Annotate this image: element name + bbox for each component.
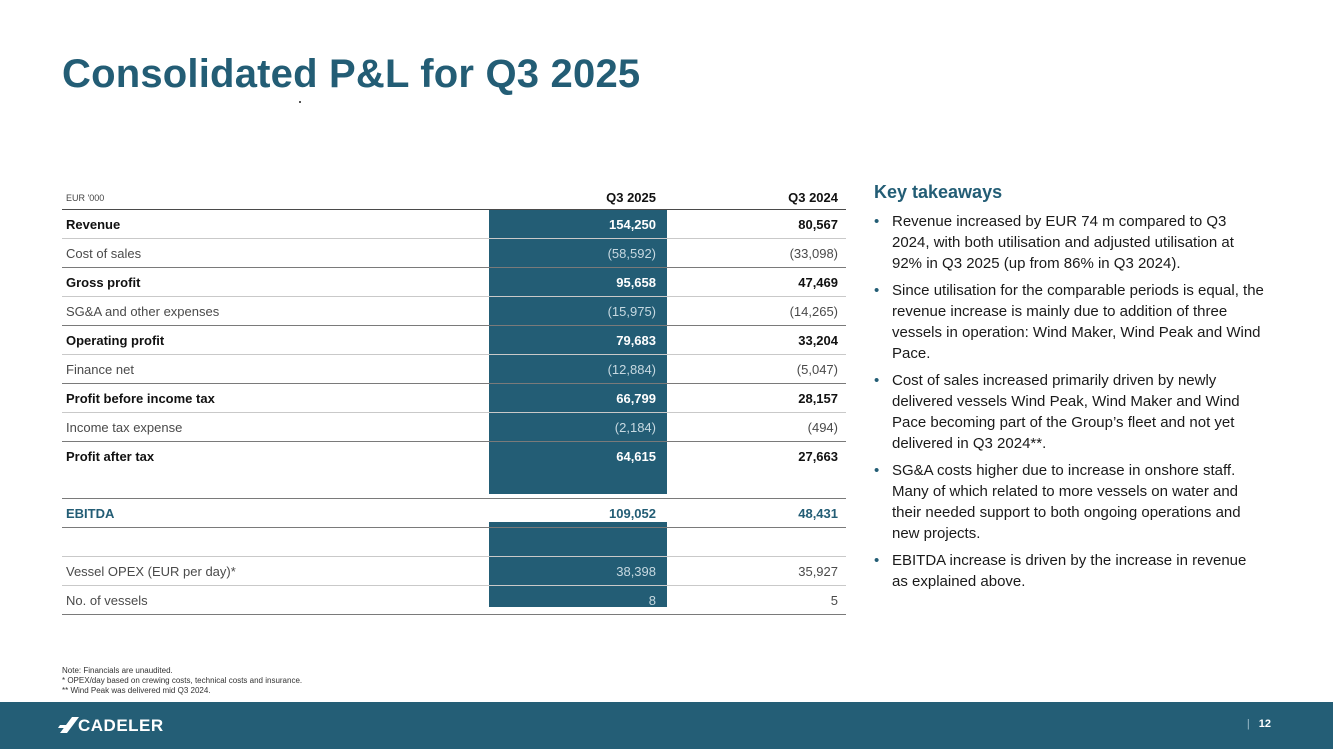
unit-label: EUR '000 [66,193,105,203]
footnotes: Note: Financials are unaudited. * OPEX/d… [62,666,302,696]
bullet-icon: • [874,213,880,230]
footer-bar: CADELER | 12 [0,702,1333,749]
page-separator: | [1246,718,1250,730]
list-item: • Cost of sales increased primarily drive… [874,372,1240,452]
value-q3-2024: 5 [830,593,838,608]
page-number: 12 [1258,718,1271,730]
q3-2025-column-shading-lower [489,522,667,607]
pl-table: EUR '000 Q3 2025 Q3 2024 Revenue 154,250… [62,180,846,615]
value-q3-2024: 27,663 [798,449,838,464]
row-label: Vessel OPEX (EUR per day)* [66,564,236,579]
value-q3-2025: (15,975) [607,304,656,319]
table-row-revenue: Revenue 154,250 80,567 [62,210,846,239]
value-q3-2025: 38,398 [616,564,656,579]
table-row-profit-before-tax: Profit before income tax 66,799 28,157 [62,384,846,413]
value-q3-2024: 80,567 [798,217,838,232]
row-label: EBITDA [66,506,115,521]
value-q3-2024: 47,469 [798,275,838,290]
table-row-income-tax: Income tax expense (2,184) (494) [62,413,846,442]
value-q3-2025: 79,683 [616,333,656,348]
row-label: Income tax expense [66,420,183,435]
logo-text: CADELER [78,716,164,735]
q3-2025-column-shading [489,210,667,494]
row-label: Finance net [66,362,134,377]
footnote: Note: Financials are unaudited. [62,666,173,675]
stray-dot [299,101,301,103]
value-q3-2025: 154,250 [609,217,656,232]
row-label: Profit before income tax [66,391,215,406]
list-item: • SG&A costs higher due to increase in on… [874,462,1241,542]
table-row-profit-after-tax: Profit after tax 64,615 27,663 [62,442,846,499]
row-label: Profit after tax [66,449,155,464]
table-row-sga: SG&A and other expenses (15,975) (14,265… [62,297,846,326]
page-indicator: | 12 [1247,718,1271,730]
value-q3-2024: 28,157 [798,391,838,406]
row-label: No. of vessels [66,593,148,608]
value-q3-2025: (12,884) [607,362,656,377]
logo-mark-icon [58,717,79,733]
column-header-q3-2024: Q3 2024 [788,190,838,205]
takeaways-list: • Revenue increased by EUR 74 m compared … [874,211,1264,592]
value-q3-2024: (5,047) [796,362,838,377]
value-q3-2024: (33,098) [789,246,838,261]
page-title: Consolidated P&L for Q3 2025 [62,52,641,96]
bullet-icon: • [874,462,880,479]
value-q3-2024: (494) [807,420,838,435]
value-q3-2024: 33,204 [798,333,838,348]
table-row-ebitda: EBITDA 109,052 48,431 [62,499,846,528]
key-takeaways-title: Key takeaways [874,182,1003,202]
value-q3-2024: (14,265) [789,304,838,319]
table-row-operating-profit: Operating profit 79,683 33,204 [62,326,846,355]
row-label: Revenue [66,217,121,232]
list-item: • EBITDA increase is driven by the increa… [874,552,1247,590]
footnote: ** Wind Peak was delivered mid Q3 2024. [62,686,211,695]
column-header-q3-2025: Q3 2025 [606,190,656,205]
value-q3-2024: 35,927 [798,564,838,579]
value-q3-2025: 66,799 [616,391,656,406]
row-label: Operating profit [66,333,165,348]
row-label: Gross profit [66,275,141,290]
footnote: * OPEX/day based on crewing costs, techn… [62,676,303,685]
row-label: Cost of sales [66,246,142,261]
value-q3-2025: 64,615 [616,449,656,464]
table-row-gross-profit: Gross profit 95,658 47,469 [62,268,846,297]
value-q3-2025: (2,184) [614,420,656,435]
row-label: SG&A and other expenses [66,304,220,319]
bullet-icon: • [874,372,880,389]
bullet-icon: • [874,552,880,569]
value-q3-2025: 95,658 [616,275,656,290]
list-item: • Since utilisation for the comparable pe… [874,282,1264,362]
value-q3-2025: (58,592) [607,246,656,261]
value-q3-2025: 8 [648,593,656,608]
table-row-cost-of-sales: Cost of sales (58,592) (33,098) [62,239,846,268]
value-q3-2025: 109,052 [609,506,656,521]
value-q3-2024: 48,431 [798,506,838,521]
table-row-spacer [62,528,846,557]
table-row-no-of-vessels: No. of vessels 8 5 [62,586,846,615]
table-row-vessel-opex: Vessel OPEX (EUR per day)* 38,398 35,927 [62,557,846,586]
table-header: EUR '000 Q3 2025 Q3 2024 [62,180,846,210]
bullet-icon: • [874,282,880,299]
list-item: • Revenue increased by EUR 74 m compared … [874,213,1234,272]
key-takeaways: Key takeaways • Revenue increased by EUR … [874,182,1264,598]
table-row-finance-net: Finance net (12,884) (5,047) [62,355,846,384]
